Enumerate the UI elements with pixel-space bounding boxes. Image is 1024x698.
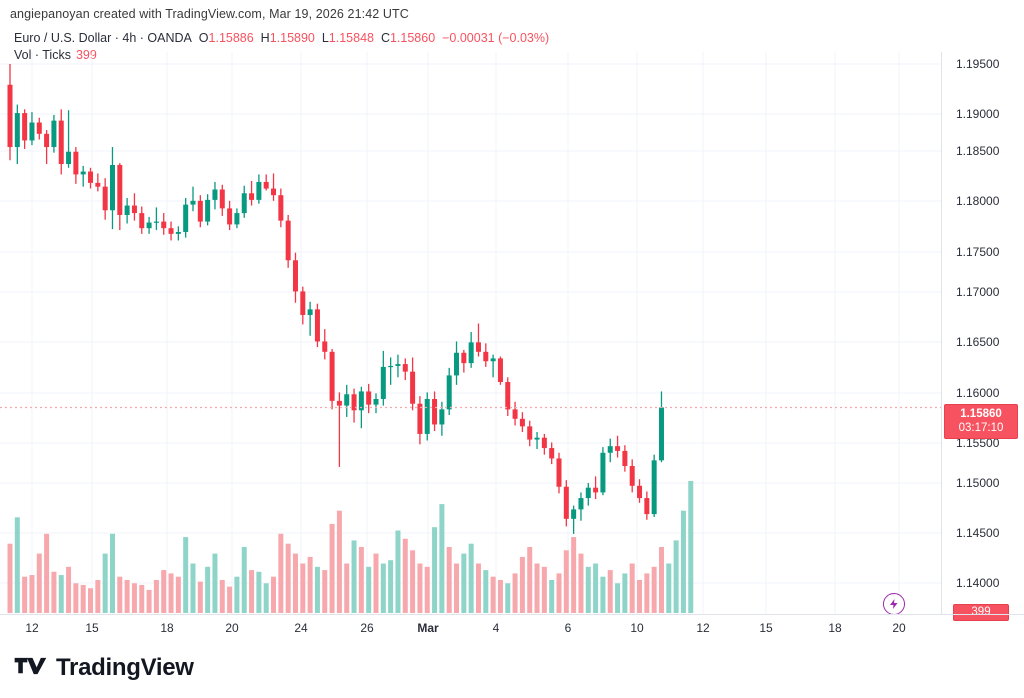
time-tick: 20 bbox=[892, 621, 906, 635]
price-tick: 1.15500 bbox=[956, 436, 1000, 450]
price-tick: 1.18500 bbox=[956, 144, 1000, 158]
legend-symbol-row: Euro / U.S. Dollar · 4h · OANDA O1.15886… bbox=[14, 30, 549, 47]
time-tick: 12 bbox=[25, 621, 39, 635]
logo-glyph bbox=[14, 657, 47, 674]
legend-open-key: O bbox=[198, 31, 209, 45]
legend-volume-label[interactable]: Vol · Ticks bbox=[14, 48, 71, 62]
time-tick: 10 bbox=[630, 621, 644, 635]
time-tick: Mar bbox=[417, 621, 439, 635]
legend-interval[interactable]: 4h bbox=[122, 31, 137, 45]
chart-grid bbox=[0, 52, 941, 614]
price-tick: 1.16500 bbox=[956, 335, 1000, 349]
time-tick: 15 bbox=[759, 621, 773, 635]
time-tick: 24 bbox=[294, 621, 308, 635]
price-scale[interactable]: 1.19500 1.19000 1.18500 1.18000 1.17500 1.170… bbox=[941, 52, 1024, 621]
price-tick: 1.14500 bbox=[956, 526, 1000, 540]
time-tick: 18 bbox=[160, 621, 174, 635]
legend-symbol[interactable]: Euro / U.S. Dollar bbox=[14, 31, 112, 45]
legend-change: −0.00031 bbox=[442, 31, 495, 45]
volume-value-badge[interactable]: 399 bbox=[953, 604, 1009, 621]
legend-low-key: L bbox=[321, 31, 329, 45]
tradingview-logo: TradingView bbox=[14, 654, 194, 682]
tradingview-wordmark: TradingView bbox=[56, 654, 194, 681]
time-tick: 15 bbox=[85, 621, 99, 635]
chart-plot-area[interactable] bbox=[0, 52, 941, 615]
time-tick: 4 bbox=[492, 621, 500, 635]
time-tick: 26 bbox=[360, 621, 374, 635]
time-tick: 12 bbox=[696, 621, 710, 635]
time-tick: 6 bbox=[564, 621, 572, 635]
lightning-bolt-icon[interactable] bbox=[883, 593, 905, 615]
price-tick: 1.17500 bbox=[956, 245, 1000, 259]
legend-close-value: 1.15860 bbox=[389, 31, 436, 45]
legend-close-key: C bbox=[380, 31, 390, 45]
bar-countdown: 03:17:10 bbox=[958, 422, 1004, 434]
price-tick: 1.19000 bbox=[956, 107, 1000, 121]
lightning-glyph bbox=[890, 599, 898, 609]
price-tick: 1.16000 bbox=[956, 386, 1000, 400]
legend-open-value: 1.15886 bbox=[208, 31, 254, 45]
current-price-badge[interactable]: 1.15860 03:17:10 bbox=[944, 404, 1018, 439]
price-tick: 1.15000 bbox=[956, 476, 1000, 490]
price-tick: 1.19500 bbox=[956, 57, 1000, 71]
candlestick-and-volume-series bbox=[0, 64, 941, 613]
footer: TradingView bbox=[0, 642, 1024, 698]
tradingview-logo-mark bbox=[14, 656, 48, 681]
price-tick: 1.17000 bbox=[956, 285, 1000, 299]
legend-sep-2: · bbox=[136, 31, 148, 45]
chart-legend: Euro / U.S. Dollar · 4h · OANDA O1.15886… bbox=[14, 30, 549, 64]
legend-high-value: 1.15890 bbox=[269, 31, 315, 45]
legend-low-value: 1.15848 bbox=[328, 31, 374, 45]
time-tick: 18 bbox=[828, 621, 842, 635]
price-tick: 1.18000 bbox=[956, 194, 1000, 208]
legend-exchange: OANDA bbox=[147, 31, 192, 45]
time-scale[interactable]: 12 15 18 20 24 26 Mar 4 6 10 12 15 18 20 bbox=[0, 614, 1024, 642]
attribution-text: angiepanoyan created with TradingView.co… bbox=[10, 7, 409, 21]
price-tick: 1.14000 bbox=[956, 576, 1000, 590]
current-price-value: 1.15860 bbox=[960, 408, 1002, 420]
legend-high-key: H bbox=[260, 31, 270, 45]
legend-change-percent: (−0.03%) bbox=[498, 31, 550, 45]
legend-sep-1: · bbox=[111, 31, 123, 45]
time-tick: 20 bbox=[225, 621, 239, 635]
